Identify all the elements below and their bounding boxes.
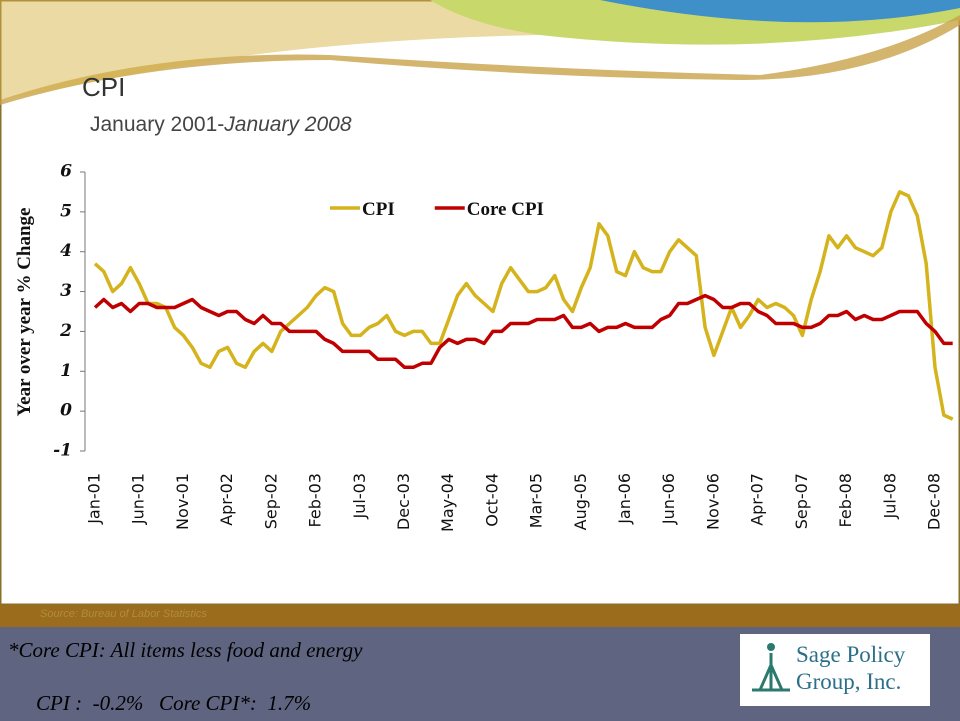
decor-swoosh	[0, 0, 540, 100]
x-tick-label: Feb-08	[836, 473, 855, 527]
x-tick-label: Apr-07	[748, 473, 767, 526]
y-tick-label: 2	[59, 321, 72, 341]
subtitle: January 2001-	[90, 113, 224, 136]
x-tick-label: Jan-01	[85, 473, 104, 525]
y-tick-label: 4	[60, 241, 72, 261]
x-tick-label: Dec-03	[394, 473, 413, 530]
y-axis-title: Year over year % Change	[14, 208, 35, 417]
plot: -1 0 1 2 3 4 5 6 Jan-01 Jun-01 Nov-01 Apr-02 Sep-02 F…	[53, 162, 954, 532]
series-line	[93, 190, 954, 421]
y-tick-label: 1	[60, 361, 72, 381]
x-tick-label: Dec-08	[925, 473, 944, 530]
x-tick-label: Sep-07	[792, 473, 811, 529]
x-tick-label: Jun-01	[129, 473, 148, 525]
logo-icon	[752, 643, 790, 692]
footnote: *Core CPI: All items less food and energ…	[8, 638, 363, 662]
y-tick-label: 5	[60, 201, 72, 221]
y-tick-label: -1	[53, 441, 72, 461]
x-tick-label: Oct-04	[482, 473, 501, 527]
series-line	[93, 293, 953, 370]
x-tick-label: Jan-06	[615, 473, 634, 525]
x-tick-label: Jul-03	[350, 473, 369, 519]
y-tick-label: 6	[60, 162, 72, 182]
legend-label: CPI	[362, 199, 395, 220]
x-tick-label: Aug-05	[571, 473, 590, 530]
logo-text: Sage Policy	[796, 642, 906, 667]
subtitle-italic: January 2008	[223, 113, 352, 136]
legend-label: Core CPI	[467, 199, 544, 220]
slide-subtitle: January 2001-January 2008	[90, 113, 352, 136]
summary: CPI : -0.2% Core CPI*: 1.7%	[36, 691, 311, 715]
x-tick-label: Mar-05	[527, 473, 546, 528]
x-tick-label: Apr-02	[217, 473, 236, 526]
x-tick-label: Jun-06	[659, 473, 678, 525]
decor-swoosh	[600, 0, 960, 23]
slide-title: CPI	[82, 72, 125, 102]
source: Source: Bureau of Labor Statistics	[40, 608, 207, 620]
x-tick-label: Sep-02	[261, 473, 280, 529]
y-tick-label: 0	[60, 401, 72, 421]
y-tick-label: 3	[60, 281, 72, 301]
x-tick-label: May-04	[438, 473, 457, 532]
logo-text: Group, Inc.	[796, 669, 901, 694]
x-tick-label: Feb-03	[306, 473, 325, 527]
x-tick-label: Nov-01	[173, 473, 192, 530]
x-tick-label: Nov-06	[703, 473, 722, 530]
x-tick-label: Jul-08	[880, 473, 899, 519]
source-band	[0, 605, 960, 627]
